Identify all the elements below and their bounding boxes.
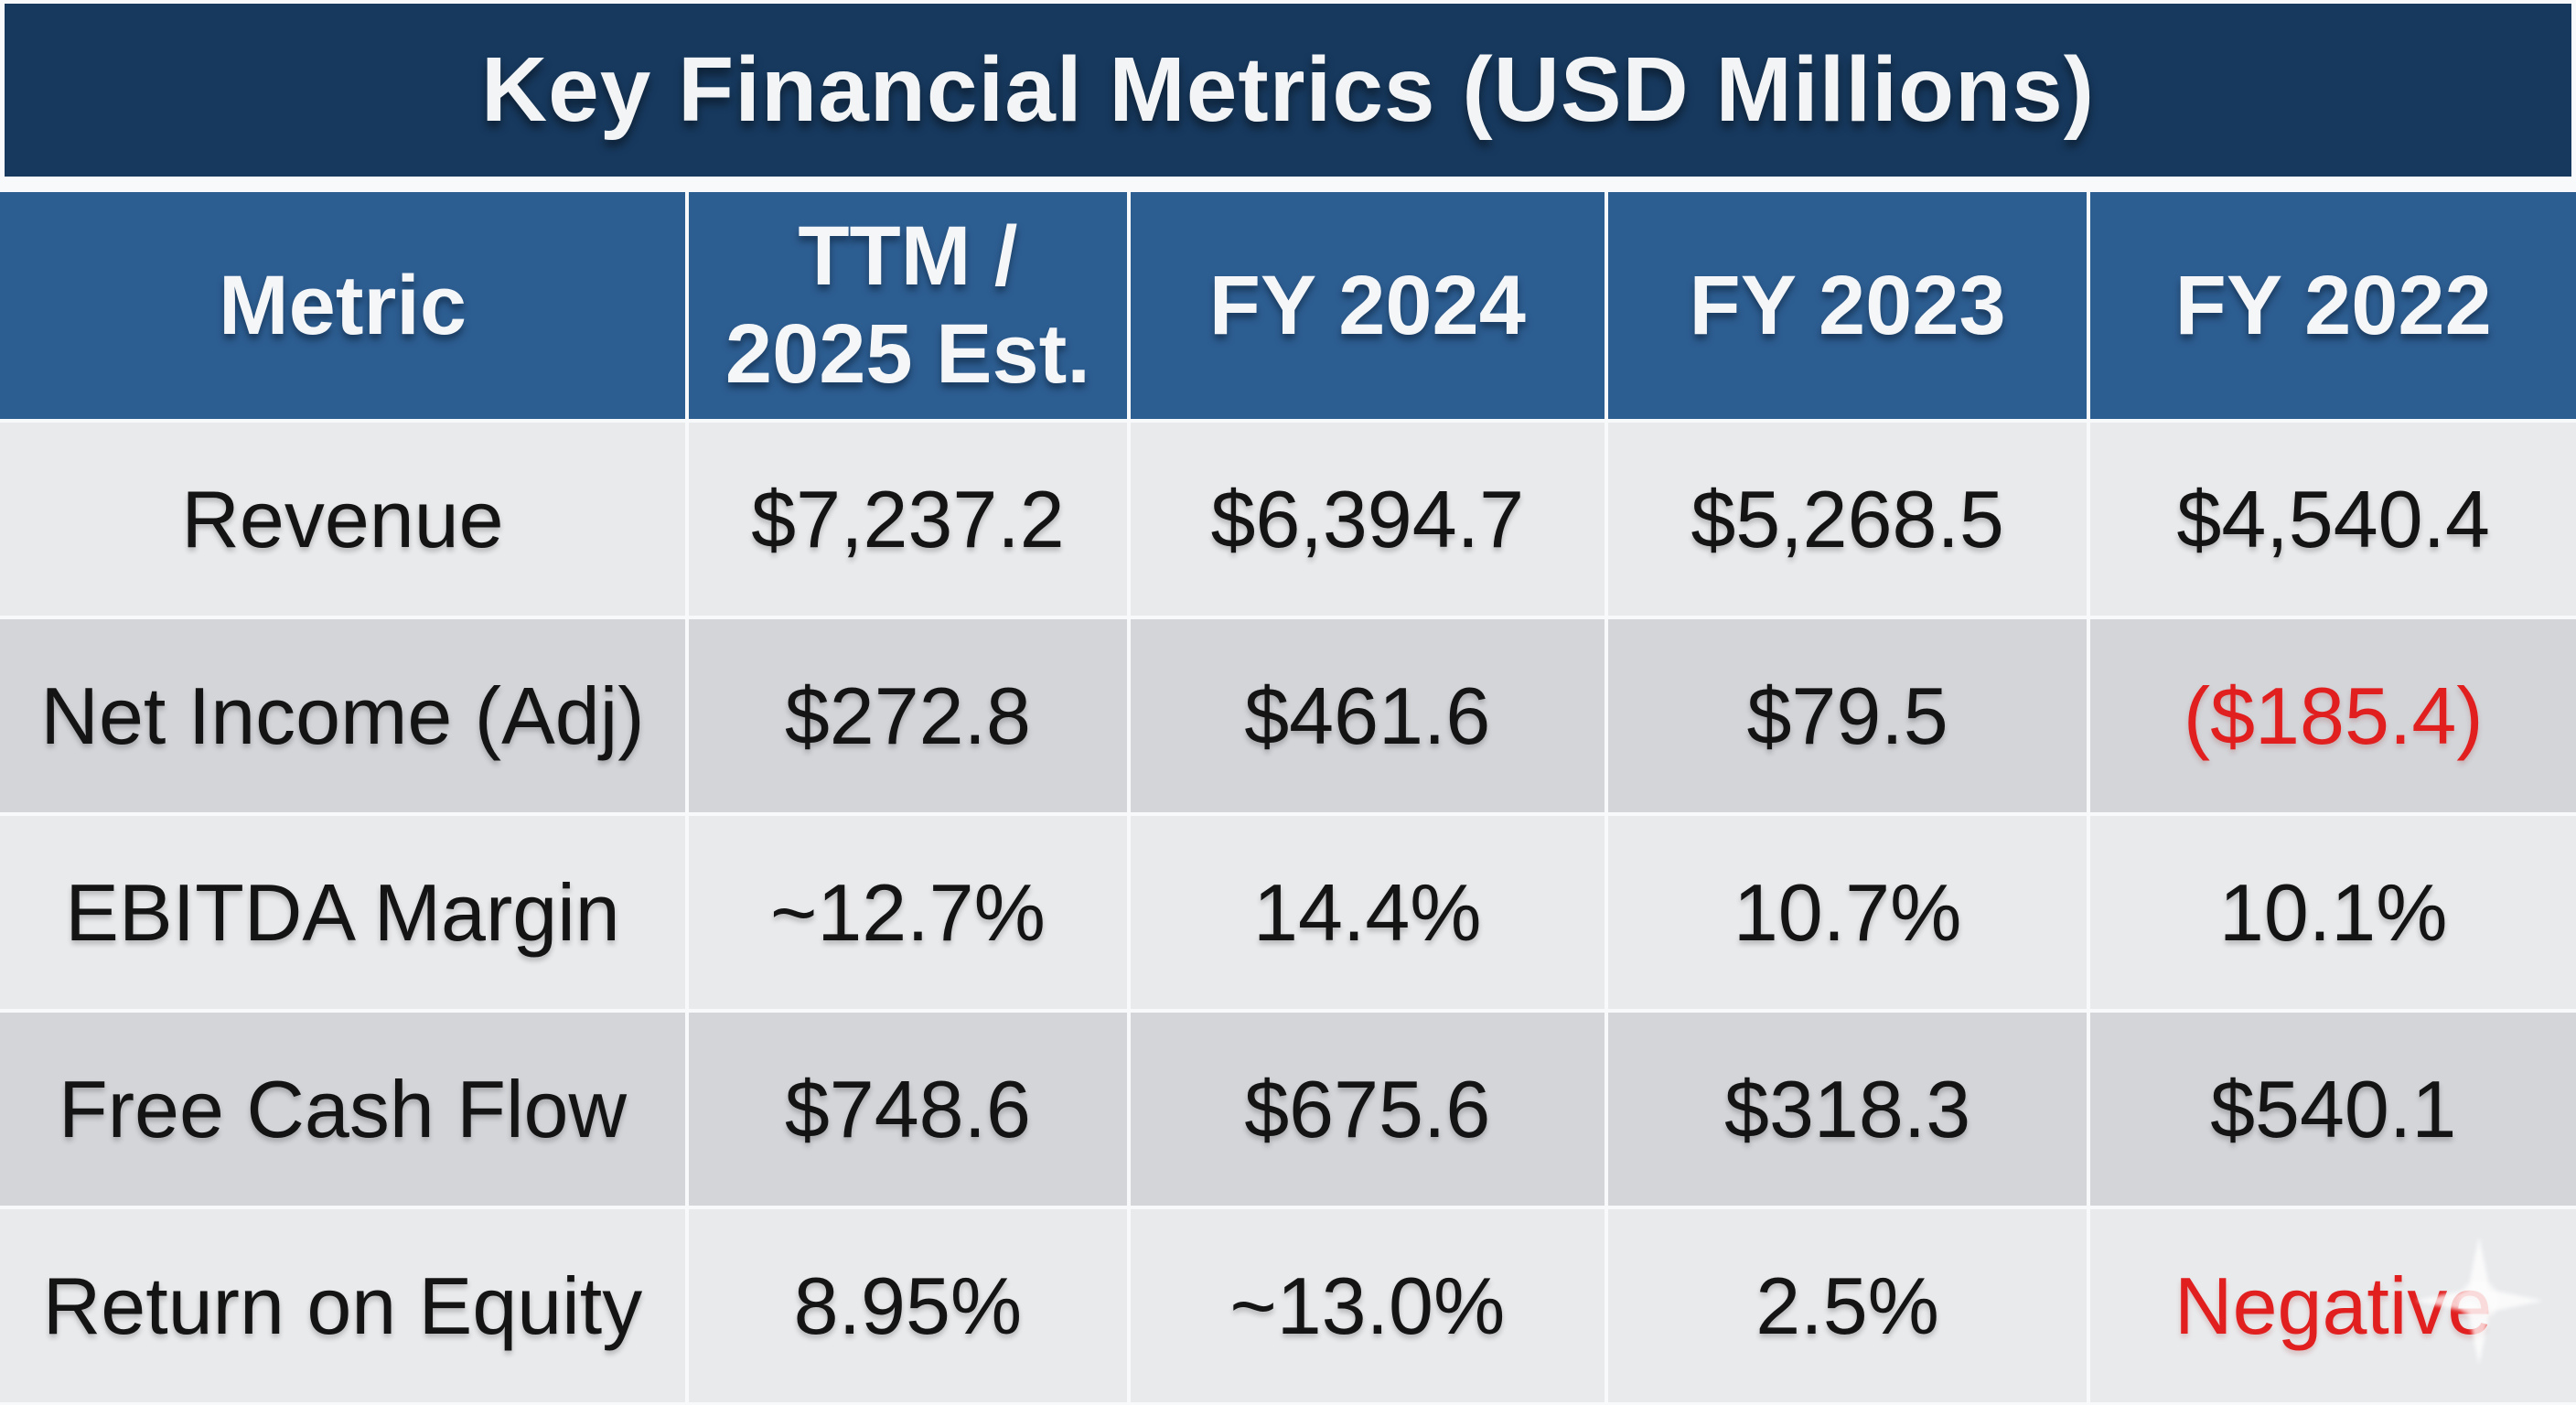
cell-revenue-fy2023: $5,268.5 (1607, 423, 2088, 616)
header-cell-ttm-2025: TTM / 2025 Est. (689, 192, 1127, 419)
cell-fcf-ttm: $748.6 (689, 1013, 1127, 1206)
header-cell-metric: Metric (0, 192, 685, 419)
cell-net-income-fy2023: $79.5 (1607, 619, 2088, 812)
cell-roe-ttm: 8.95% (689, 1209, 1127, 1402)
cell-revenue-fy2022: $4,540.4 (2090, 423, 2576, 616)
row-label-ebitda-margin: EBITDA Margin (0, 816, 685, 1009)
cell-fcf-fy2024: $675.6 (1130, 1013, 1605, 1206)
cell-fcf-fy2022: $540.1 (2090, 1013, 2576, 1206)
cell-fcf-fy2023: $318.3 (1607, 1013, 2088, 1206)
row-label-return-on-equity: Return on Equity (0, 1209, 685, 1402)
cell-roe-fy2023: 2.5% (1607, 1209, 2088, 1402)
cell-revenue-fy2024: $6,394.7 (1130, 423, 1605, 616)
cell-ebitda-fy2024: 14.4% (1130, 816, 1605, 1009)
cell-roe-fy2024: ~13.0% (1130, 1209, 1605, 1402)
cell-ebitda-fy2023: 10.7% (1607, 816, 2088, 1009)
header-cell-fy2022: FY 2022 (2090, 192, 2576, 419)
financial-metrics-table: Metric TTM / 2025 Est. FY 2024 FY 2023 F… (0, 192, 2576, 1402)
header-cell-fy2024: FY 2024 (1130, 192, 1605, 419)
cell-ebitda-fy2022: 10.1% (2090, 816, 2576, 1009)
cell-net-income-ttm: $272.8 (689, 619, 1127, 812)
cell-ebitda-ttm: ~12.7% (689, 816, 1127, 1009)
cell-net-income-fy2024: $461.6 (1130, 619, 1605, 812)
row-label-net-income: Net Income (Adj) (0, 619, 685, 812)
cell-net-income-fy2022-negative: ($185.4) (2090, 619, 2576, 812)
cell-roe-fy2022-negative: Negative (2090, 1209, 2576, 1402)
table-title: Key Financial Metrics (USD Millions) (5, 4, 2571, 177)
row-label-revenue: Revenue (0, 423, 685, 616)
cell-revenue-ttm: $7,237.2 (689, 423, 1127, 616)
row-label-free-cash-flow: Free Cash Flow (0, 1013, 685, 1206)
header-cell-fy2023: FY 2023 (1607, 192, 2088, 419)
